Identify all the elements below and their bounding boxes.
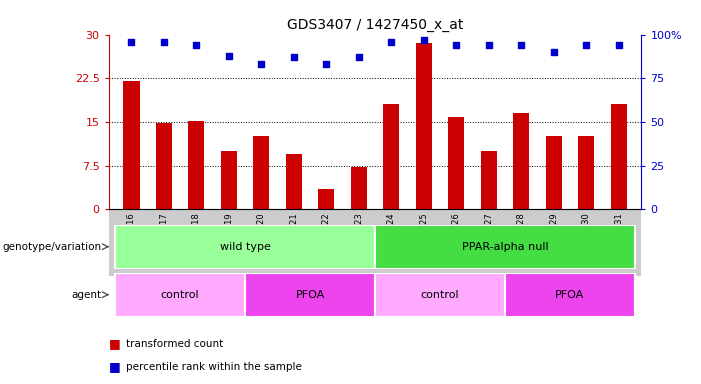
Point [613,42,625,48]
Bar [115,273,245,317]
Bar [375,273,505,317]
Bar [318,189,334,209]
Text: PPAR-alpha null: PPAR-alpha null [462,242,548,252]
Point [386,38,397,45]
Text: percentile rank within the sample: percentile rank within the sample [126,362,302,372]
Point [191,42,202,48]
Bar [245,273,375,317]
Bar [513,113,529,209]
Point [320,61,332,67]
Bar [109,209,641,276]
Bar [189,121,205,209]
Point [418,37,430,43]
Title: GDS3407 / 1427450_x_at: GDS3407 / 1427450_x_at [287,18,463,32]
Bar [611,104,627,209]
Text: wild type: wild type [219,242,271,252]
Point [256,61,267,67]
Text: PFOA: PFOA [555,290,585,300]
Bar [578,136,594,209]
Bar [221,151,237,209]
Bar [253,136,269,209]
Bar [375,225,635,269]
Text: control: control [421,290,459,300]
Point [353,54,365,60]
Text: transformed count: transformed count [126,339,224,349]
Point [548,49,559,55]
Point [516,42,527,48]
Bar [123,81,139,209]
Bar [156,123,172,209]
Point [483,42,494,48]
Text: ■: ■ [109,360,121,373]
Bar [545,136,562,209]
Point [451,42,462,48]
Bar [383,104,400,209]
Bar [416,43,432,209]
Text: ■: ■ [109,337,121,350]
Text: genotype/variation: genotype/variation [3,242,102,252]
Bar [286,154,302,209]
Bar [448,117,464,209]
Point [288,54,299,60]
Bar [115,225,375,269]
Point [580,42,592,48]
Bar [505,273,635,317]
Text: control: control [161,290,200,300]
Point [158,38,170,45]
Point [223,53,234,59]
Point [125,38,137,45]
Text: agent: agent [72,290,102,300]
Bar [481,151,497,209]
Text: PFOA: PFOA [295,290,325,300]
Bar [350,167,367,209]
